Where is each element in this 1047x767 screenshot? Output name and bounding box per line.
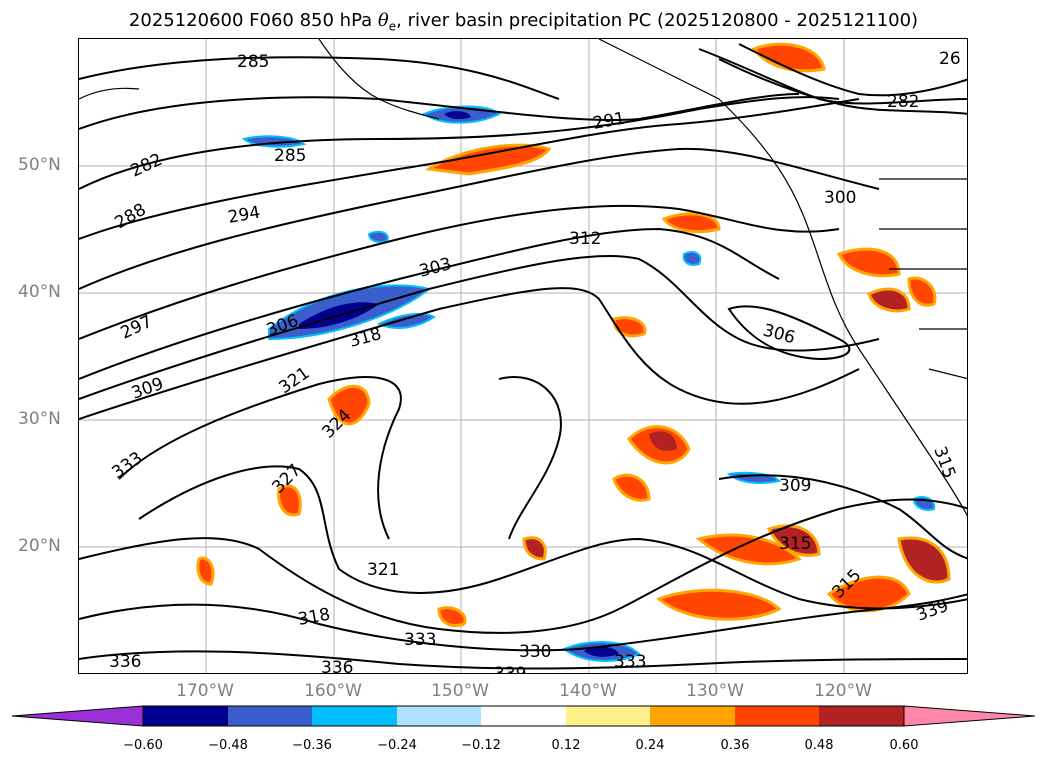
map-title: 2025120600 F060 850 hPa θe, river basin … [128,10,919,34]
contour-label: 333 [614,652,646,672]
coastline [79,39,967,517]
colorbar-segment [143,706,228,726]
contour-label: 288 [112,200,150,234]
contour-label: 336 [321,658,353,674]
colorbar-tick: −0.12 [461,738,501,753]
lon-label-130w: 130°W [686,681,744,701]
colorbar-segment [228,706,312,726]
lon-label-160w: 160°W [304,681,362,701]
contour-label: 333 [404,630,436,650]
lon-label-120w: 120°W [814,681,872,701]
lat-label-20n: 20°N [18,536,61,556]
contour-label: 336 [109,652,141,672]
precip-positive [196,42,951,627]
contour-label: 309 [129,374,166,404]
colorbar-tick: 0.60 [889,738,919,753]
lat-label-40n: 40°N [18,282,61,302]
contour-label: 282 [887,92,919,112]
lon-label-140w: 140°W [559,681,617,701]
contour-label: 285 [274,146,306,166]
colorbar-tick: 0.36 [720,738,750,753]
contour-labels: 285 285 282 288 294 291 26 282 300 312 3… [108,49,961,674]
colorbar-segment [566,706,650,726]
theta-e-contours [79,43,967,670]
map-panel: 285 285 282 288 294 291 26 282 300 312 3… [78,38,968,674]
map-canvas: 285 285 282 288 294 291 26 282 300 312 3… [79,39,967,674]
colorbar-segment [312,706,397,726]
contour-label: 26 [939,49,961,69]
colorbar-segment [735,706,819,726]
colorbar-tick: 0.12 [551,738,581,753]
contour-label: 312 [569,229,601,249]
lon-label-170w: 170°W [176,681,234,701]
contour-label: 339 [914,596,951,626]
colorbar-segment [819,706,904,726]
colorbar-tick: −0.24 [377,738,417,753]
contour-label: 285 [237,52,269,72]
colorbar-tick: 0.24 [635,738,665,753]
contour-label: 300 [824,188,856,208]
colorbar-tick: −0.60 [123,738,163,753]
contour-label: 330 [519,642,551,662]
gridlines [79,39,967,673]
colorbar-tick: 0.48 [804,738,834,753]
contour-label: 297 [118,312,156,344]
colorbar-segment [397,706,481,726]
colorbar-segment [650,706,735,726]
colorbar-tick: −0.48 [208,738,248,753]
contour-label: 309 [779,476,811,496]
contour-label: 321 [367,560,399,580]
lat-label-50n: 50°N [18,155,61,175]
contour-label: 318 [347,324,384,352]
colorbar-extend-min [11,705,144,727]
contour-label: 315 [929,444,959,481]
contour-label: 294 [226,203,261,228]
contour-label: 303 [417,254,454,282]
contour-label: 333 [108,448,146,483]
colorbar-segment [481,706,566,726]
colorbar-tick: −0.36 [292,738,332,753]
lon-label-150w: 150°W [431,681,489,701]
colorbar [11,705,1036,727]
lat-label-30n: 30°N [18,409,61,429]
contour-label: 339 [494,664,526,674]
contour-label: 282 [128,150,166,182]
colorbar-extend-max [903,705,1036,727]
contour-label: 315 [779,534,811,554]
